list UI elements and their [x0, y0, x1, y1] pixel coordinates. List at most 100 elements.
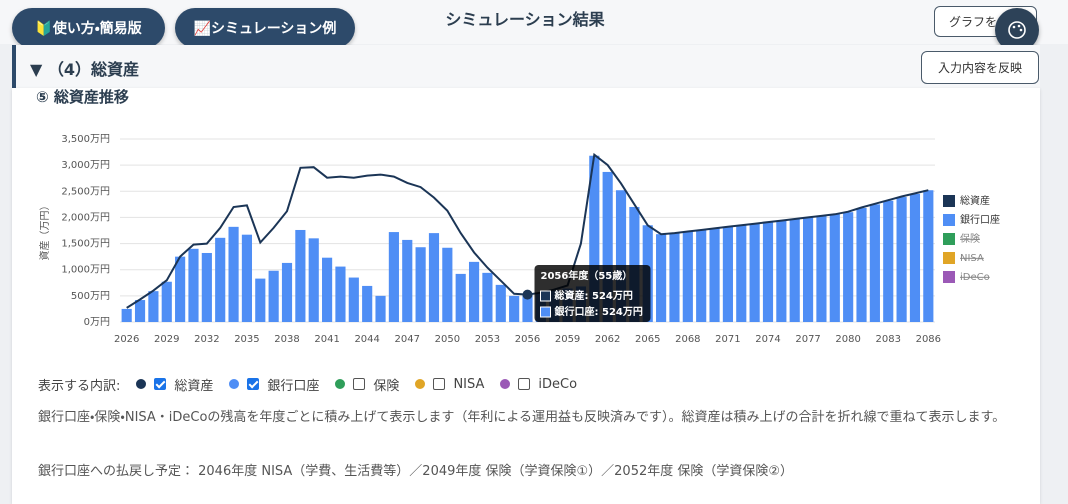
bar [121, 308, 132, 322]
x-tick-label: 2050 [435, 334, 460, 345]
bar [255, 278, 266, 322]
filter-label: 表示する内訳: [38, 378, 121, 394]
palette-icon [1008, 21, 1026, 39]
bar [883, 200, 894, 322]
bar [816, 215, 827, 322]
x-tick-label: 2047 [395, 334, 420, 345]
bar [175, 256, 186, 322]
bar [388, 232, 399, 322]
bar [215, 237, 226, 322]
bar [776, 220, 787, 322]
bar [335, 266, 346, 322]
section-title[interactable]: ▼ （4）総資産 [30, 60, 140, 79]
y-tick-label: 1,000万円 [61, 265, 110, 276]
bar [495, 284, 506, 322]
chart-heading: ⑤ 総資産推移 [36, 88, 129, 106]
series-checkbox[interactable] [518, 378, 531, 390]
bar [509, 295, 520, 322]
bar [428, 233, 440, 322]
bar [909, 193, 921, 322]
bar [802, 217, 814, 322]
series-dot [136, 379, 147, 389]
bar [281, 262, 293, 322]
bar [923, 190, 934, 322]
x-tick-label: 2074 [755, 334, 780, 345]
legend-label: 銀行口座 [960, 213, 1000, 226]
bar [602, 171, 613, 322]
y-tick-label: 3,500万円 [61, 134, 110, 145]
series-checkbox[interactable] [353, 378, 366, 390]
series-checkbox[interactable] [433, 378, 446, 390]
x-tick-label: 2053 [475, 334, 500, 345]
x-tick-label: 2044 [354, 334, 379, 345]
bar [455, 273, 466, 322]
bar [161, 281, 172, 322]
bar [722, 226, 733, 322]
bar [295, 229, 306, 322]
tooltip-box [534, 265, 651, 322]
apply-button[interactable]: 入力内容を反映 [921, 51, 1039, 84]
tooltip-swatch [540, 290, 551, 302]
bar [789, 218, 800, 322]
note: 銀行口座・保険・NISA・iDeCoの残高を年度ごとに積み上げて表示します（年利… [38, 410, 1006, 425]
x-tick-label: 2035 [234, 334, 259, 345]
legend-swatch [943, 233, 955, 245]
chart: 0万円 500万円 1,000万円 1,500万円 2,000万円 2,500万円 3,00… [38, 134, 1000, 345]
bar [589, 155, 600, 322]
palette-button[interactable] [995, 8, 1039, 52]
bar [468, 261, 480, 322]
example-button[interactable]: 📈シミュレーション例 [175, 8, 355, 48]
bar [228, 226, 239, 322]
bar [442, 247, 453, 322]
legend-label: iDeCo [960, 272, 990, 283]
x-tick-label: 2071 [715, 334, 740, 345]
guide-button[interactable]: 🔰使い方・簡易版 [12, 8, 165, 48]
y-tick-label: 2,500万円 [61, 186, 110, 197]
bar [482, 272, 493, 322]
series-name[interactable]: 総資産 [174, 378, 214, 394]
x-tick-label: 2029 [154, 334, 179, 345]
bar [656, 234, 667, 322]
x-tick-label: 2032 [194, 334, 219, 345]
bar [415, 247, 426, 322]
tooltip-swatch [540, 306, 551, 318]
y-tick-label: 500万円 [71, 291, 110, 302]
x-tick-label: 2062 [595, 334, 620, 345]
bar [522, 294, 533, 322]
bar [696, 229, 707, 322]
legend-label: 総資産 [960, 194, 990, 207]
x-tick-label: 2065 [635, 334, 660, 345]
series-name[interactable]: 銀行口座 [267, 378, 320, 394]
y-tick-label: 2,000万円 [61, 212, 110, 223]
series-name[interactable]: 保険 [373, 378, 400, 394]
bar [709, 228, 720, 322]
bar [856, 208, 867, 322]
series-checkbox[interactable] [247, 378, 260, 390]
bar [615, 190, 627, 322]
bar [348, 277, 359, 322]
x-tick-label: 2041 [314, 334, 339, 345]
series-dot [335, 379, 346, 389]
x-tick-label: 2038 [274, 334, 299, 345]
series-name[interactable]: NISA [453, 376, 485, 392]
active-point [522, 289, 533, 300]
bar [736, 225, 747, 322]
series-name[interactable]: iDeCo [538, 376, 578, 392]
bar [134, 300, 146, 322]
bar [682, 231, 693, 322]
bar [375, 295, 386, 322]
bar [843, 212, 854, 322]
y-axis-label: 資産（万円） [38, 201, 51, 261]
x-tick-label: 2077 [795, 334, 820, 345]
x-tick-label: 2059 [555, 334, 580, 345]
series-checkbox[interactable] [154, 378, 167, 390]
legend-label: NISA [960, 253, 984, 264]
bar [869, 204, 880, 322]
y-tick-label: 1,500万円 [61, 239, 110, 250]
series-dot [229, 379, 240, 389]
bar [201, 252, 212, 322]
legend-swatch [943, 214, 955, 226]
y-tick-label: 3,000万円 [61, 160, 110, 171]
x-tick-label: 2056 [515, 334, 540, 345]
